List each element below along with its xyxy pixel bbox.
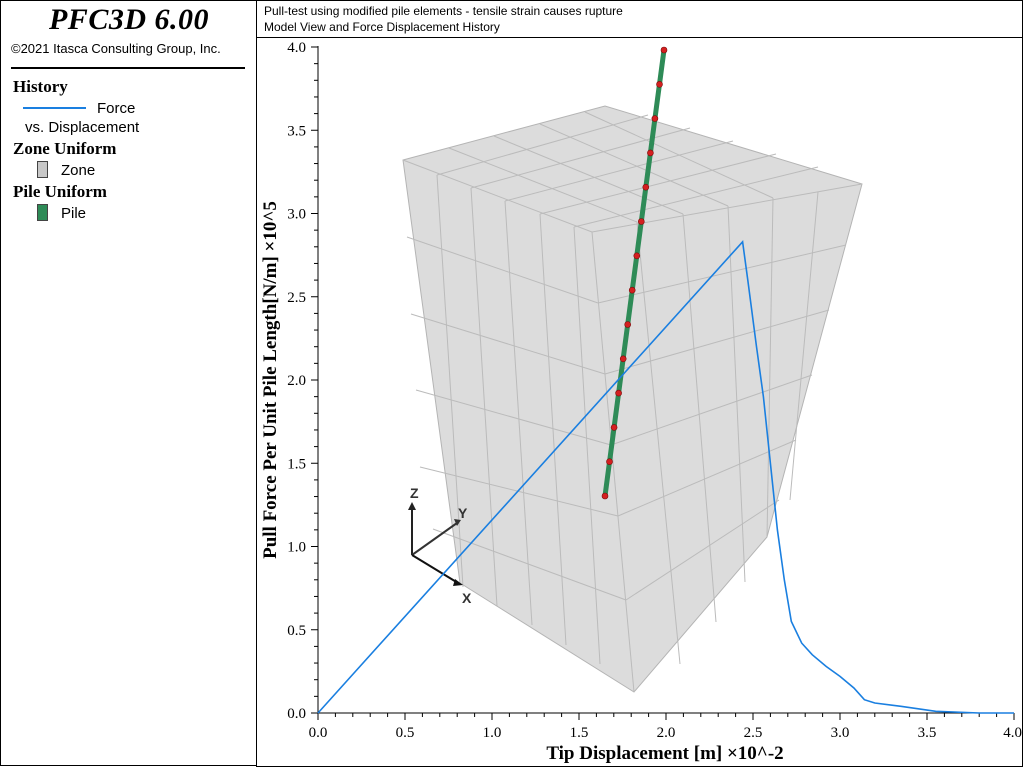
x-tick-label: 2.5 bbox=[744, 725, 763, 741]
legend-panel: PFC3D 6.00 ©2021 Itasca Consulting Group… bbox=[0, 0, 256, 766]
x-ticks: 0.0 0.5 1.0 1.5 2.0 2.5 3.0 3.5 4.0 bbox=[309, 713, 1022, 741]
zone-legend-title: Zone Uniform bbox=[13, 139, 117, 158]
x-tick-label: 3.0 bbox=[831, 725, 850, 741]
y-axis-title: Pull Force Per Unit Pile Length[N/m] ×10… bbox=[260, 201, 281, 559]
pile-node bbox=[642, 183, 650, 191]
x-tick-label: 3.5 bbox=[918, 725, 937, 741]
history-item-label-2: vs. Displacement bbox=[25, 119, 140, 136]
x-tick-label: 0.0 bbox=[309, 725, 328, 741]
x-axis-label: X bbox=[462, 590, 472, 606]
pile-element bbox=[601, 46, 668, 500]
y-tick-label: 0.5 bbox=[287, 623, 306, 639]
pile-node bbox=[633, 252, 641, 260]
force-displacement-series bbox=[317, 239, 1014, 714]
history-item-label: Force bbox=[97, 100, 136, 117]
pile-legend-title: Pile Uniform bbox=[13, 182, 107, 201]
plot-title: Pull-test using modified pile elements -… bbox=[264, 4, 623, 18]
y-tick-label: 3.5 bbox=[287, 123, 306, 139]
pile-item-label: Pile bbox=[61, 205, 87, 222]
pile-node bbox=[656, 81, 663, 88]
pile-node bbox=[610, 424, 618, 431]
history-line-swatch bbox=[23, 107, 86, 109]
pile-nodes bbox=[601, 46, 668, 500]
x-tick-label: 0.5 bbox=[396, 725, 415, 741]
pile-node bbox=[624, 321, 632, 328]
chart-series bbox=[317, 239, 1014, 714]
x-axis-title: Tip Displacement [m] ×10^-2 bbox=[546, 743, 783, 764]
pile-segment bbox=[602, 47, 667, 499]
y-tick-label: 1.0 bbox=[287, 540, 306, 556]
copyright-text: ©2021 Itasca Consulting Group, Inc. bbox=[11, 41, 221, 56]
pile-node bbox=[651, 115, 659, 122]
pile-node bbox=[637, 218, 645, 225]
x-tick-label: 1.5 bbox=[570, 725, 589, 741]
pile-node bbox=[606, 458, 613, 466]
pile-node bbox=[601, 492, 609, 500]
y-axis-label: Y bbox=[458, 505, 468, 521]
zone-model-view bbox=[402, 105, 863, 693]
y-ticks: 0.0 0.5 1.0 1.5 2.0 2.5 3.0 3.5 4.0 bbox=[287, 40, 318, 722]
y-tick-label: 2.5 bbox=[287, 290, 306, 306]
history-legend-title: History bbox=[13, 77, 68, 96]
pile-node bbox=[647, 149, 654, 157]
plot-subtitle: Model View and Force Displacement Histor… bbox=[264, 20, 500, 34]
pile-node bbox=[628, 286, 636, 294]
y-tick-label: 1.5 bbox=[287, 456, 306, 472]
app-name: PFC3D 6.00 bbox=[48, 3, 209, 36]
legend-divider bbox=[11, 67, 245, 69]
pile-node bbox=[619, 355, 627, 363]
z-axis-label: Z bbox=[410, 485, 419, 501]
y-tick-label: 4.0 bbox=[287, 40, 306, 56]
y-tick-label: 2.0 bbox=[287, 373, 306, 389]
pile-node bbox=[660, 46, 668, 54]
y-tick-label: 3.0 bbox=[287, 207, 306, 223]
x-tick-label: 4.0 bbox=[1003, 725, 1022, 741]
pile-color-swatch bbox=[37, 204, 48, 221]
chart-axes: 0.0 0.5 1.0 1.5 2.0 2.5 3.0 3.5 4.0 0.0 0.5 1.0 1.5… bbox=[287, 40, 1022, 741]
x-tick-label: 2.0 bbox=[657, 725, 676, 741]
x-tick-label: 1.0 bbox=[483, 725, 502, 741]
y-tick-label: 0.0 bbox=[287, 706, 306, 722]
header-divider bbox=[257, 37, 1022, 38]
zone-item-label: Zone bbox=[61, 162, 96, 179]
pile-node bbox=[615, 389, 622, 397]
plot-area bbox=[256, 0, 1023, 767]
axes-triad-icon: Z Y X bbox=[408, 485, 472, 606]
zone-color-swatch bbox=[37, 161, 48, 178]
